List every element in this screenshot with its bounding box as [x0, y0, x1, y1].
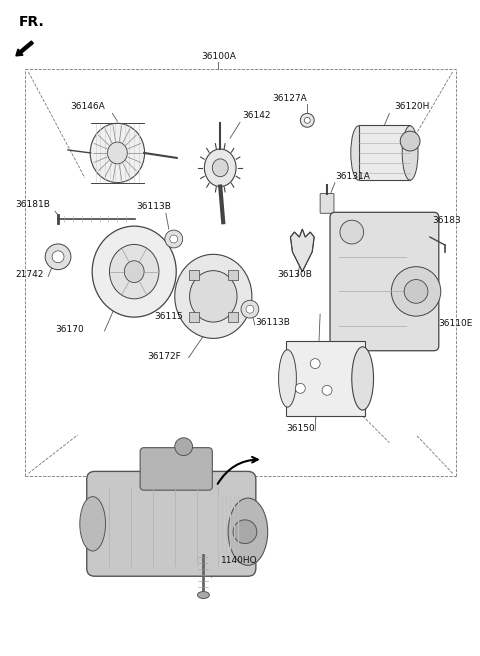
Ellipse shape — [197, 592, 209, 598]
Circle shape — [310, 359, 320, 369]
FancyArrow shape — [16, 41, 33, 56]
Circle shape — [400, 131, 420, 151]
Ellipse shape — [278, 350, 296, 407]
Circle shape — [52, 251, 64, 263]
Text: 36127A: 36127A — [272, 94, 307, 102]
Text: 36142: 36142 — [242, 112, 271, 120]
Circle shape — [391, 267, 441, 316]
Circle shape — [404, 279, 428, 303]
Ellipse shape — [92, 226, 176, 317]
Circle shape — [175, 438, 192, 455]
Text: 36113B: 36113B — [136, 202, 171, 211]
Bar — [228, 312, 238, 322]
Ellipse shape — [228, 498, 268, 565]
Ellipse shape — [204, 149, 236, 186]
Circle shape — [246, 305, 254, 313]
Circle shape — [45, 244, 71, 270]
Circle shape — [300, 113, 314, 127]
Text: 36130B: 36130B — [277, 270, 312, 279]
Ellipse shape — [80, 497, 106, 551]
FancyBboxPatch shape — [140, 447, 212, 490]
Text: FR.: FR. — [19, 15, 44, 30]
Bar — [189, 270, 199, 280]
Text: 36115: 36115 — [154, 312, 183, 321]
Ellipse shape — [351, 126, 367, 180]
Ellipse shape — [212, 159, 228, 176]
Ellipse shape — [109, 245, 159, 299]
Text: 36181B: 36181B — [15, 200, 50, 209]
Bar — [359, 125, 410, 180]
Ellipse shape — [190, 271, 237, 322]
FancyBboxPatch shape — [87, 472, 256, 576]
Text: 36146A: 36146A — [71, 102, 105, 112]
Circle shape — [340, 220, 364, 244]
Ellipse shape — [175, 255, 252, 338]
Circle shape — [304, 117, 310, 123]
Text: 36110E: 36110E — [438, 319, 472, 328]
Circle shape — [165, 230, 183, 248]
Ellipse shape — [90, 123, 144, 182]
Text: 36120H: 36120H — [394, 102, 430, 112]
Text: 21742: 21742 — [15, 270, 44, 279]
Text: 36183: 36183 — [432, 216, 461, 225]
Circle shape — [170, 235, 178, 243]
FancyBboxPatch shape — [330, 213, 439, 351]
Text: 36150: 36150 — [286, 424, 315, 433]
Polygon shape — [290, 229, 314, 272]
Text: 36131A: 36131A — [335, 172, 370, 180]
Ellipse shape — [108, 142, 127, 164]
Text: 36100A: 36100A — [201, 52, 236, 61]
Ellipse shape — [124, 260, 144, 283]
Text: 1140HO: 1140HO — [221, 556, 258, 565]
Ellipse shape — [402, 126, 418, 180]
Text: 36170: 36170 — [55, 325, 84, 334]
Text: 36113B: 36113B — [255, 318, 290, 327]
Circle shape — [322, 385, 332, 396]
Bar — [286, 341, 365, 416]
Circle shape — [295, 383, 305, 393]
Bar — [228, 270, 238, 280]
Ellipse shape — [352, 347, 373, 410]
Bar — [189, 312, 199, 322]
Circle shape — [233, 520, 257, 544]
Text: 36172F: 36172F — [147, 352, 181, 361]
FancyBboxPatch shape — [320, 194, 334, 213]
Circle shape — [241, 300, 259, 318]
